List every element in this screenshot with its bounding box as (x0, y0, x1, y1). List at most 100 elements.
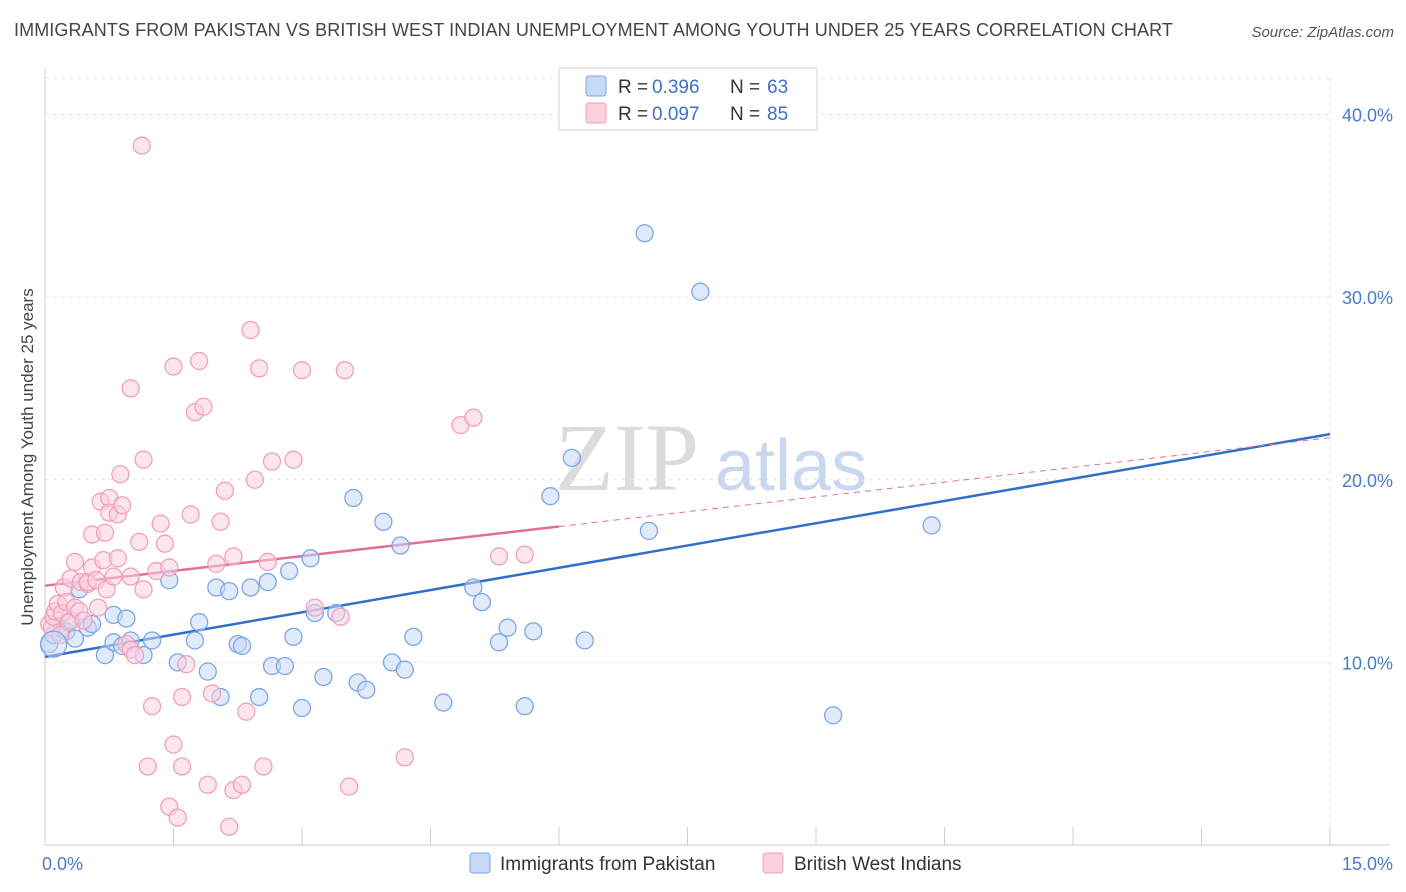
point-1-83 (489, 547, 509, 566)
watermark-atlas: atlas (715, 426, 867, 506)
point-0-43 (374, 512, 393, 531)
point-1-50 (168, 808, 187, 827)
point-1-49 (164, 735, 183, 754)
watermark: ZIP atlas (555, 404, 867, 511)
point-0-22 (198, 662, 217, 681)
point-cluster-pakistan (39, 630, 68, 658)
axes (44, 68, 1390, 846)
point-0-33 (279, 561, 299, 581)
point-0-51 (489, 633, 509, 652)
point-outlier (132, 136, 151, 155)
y-tick-label-0: 10.0% (1342, 653, 1393, 673)
point-0-38 (314, 667, 333, 687)
point-1-68 (241, 320, 260, 340)
point-0-57 (575, 631, 594, 650)
point-1-53 (177, 655, 196, 674)
trend-line-dashed-1 (558, 437, 1331, 528)
point-1-54 (181, 505, 200, 524)
point-1-76 (305, 598, 325, 617)
point-1-56 (190, 351, 209, 371)
point-0-35 (292, 698, 312, 718)
point-1-42 (142, 697, 162, 716)
point-1-51 (172, 757, 192, 776)
point-0-60 (691, 282, 710, 301)
point-0-30 (258, 572, 277, 592)
x-tick-label-0: 0.0% (42, 854, 83, 874)
point-1-73 (262, 452, 282, 471)
legend-r-value-pakistan: 0.396 (652, 77, 700, 98)
point-0-40 (344, 488, 363, 508)
point-0-49 (464, 578, 483, 597)
y-tick-label-2: 30.0% (1342, 288, 1393, 308)
point-0-14 (117, 609, 136, 628)
point-1-15 (74, 611, 93, 630)
tick-labels: 10.0% 20.0% 30.0% 40.0% 0.0% 15.0% (42, 106, 1393, 874)
point-0-59 (639, 521, 659, 541)
point-1-41 (138, 757, 157, 776)
point-1-62 (215, 481, 235, 500)
bottom-legend-swatch-pakistan (469, 852, 491, 874)
point-1-63 (220, 817, 239, 836)
legend-r-value-bwi: 0.097 (652, 104, 700, 125)
point-0-29 (250, 687, 269, 707)
point-1-39 (134, 450, 153, 469)
point-1-75 (292, 361, 312, 380)
point-1-82 (464, 408, 483, 427)
point-1-80 (395, 748, 414, 767)
legend-n-label-pakistan: N = (730, 77, 760, 98)
bottom-legend-label-pakistan: Immigrants from Pakistan (500, 854, 715, 875)
x-tick-label-1: 15.0% (1342, 854, 1393, 874)
point-1-79 (339, 777, 359, 796)
point-1-34 (121, 567, 140, 586)
legend: R = 0.396 N = 63 R = 0.097 N = 85 (558, 67, 818, 131)
point-0-20 (185, 631, 205, 650)
point-1-65 (224, 547, 243, 566)
point-1-58 (198, 775, 217, 794)
y-tick-label-1: 20.0% (1342, 471, 1393, 491)
point-1-29 (108, 549, 127, 568)
point-0-53 (515, 697, 534, 716)
point-1-48 (164, 357, 183, 376)
source-credit: Source: ZipAtlas.com (1251, 24, 1394, 41)
point-1-44 (151, 514, 170, 533)
point-1-78 (335, 361, 354, 380)
point-1-45 (155, 534, 175, 553)
point-1-60 (207, 554, 226, 573)
point-1-21 (88, 598, 108, 617)
point-0-58 (635, 224, 654, 243)
bottom-legend: Immigrants from Pakistan British West In… (469, 852, 962, 875)
point-0-36 (301, 549, 320, 568)
point-1-12 (65, 552, 85, 572)
point-1-77 (331, 607, 350, 626)
point-1-38 (130, 532, 149, 552)
point-0-42 (357, 680, 376, 699)
point-0-61 (823, 706, 843, 725)
point-1-36 (121, 379, 140, 398)
point-1-52 (172, 687, 192, 707)
point-1-66 (232, 775, 252, 794)
point-1-31 (111, 465, 130, 484)
point-0-56 (562, 448, 581, 467)
point-0-54 (524, 622, 543, 641)
point-0-17 (142, 631, 162, 650)
point-0-10 (95, 645, 115, 665)
point-0-21 (190, 613, 209, 632)
bottom-legend-swatch-bwi (762, 852, 784, 874)
y-axis-label: Unemployment Among Youth under 25 years (18, 288, 37, 625)
point-1-40 (134, 580, 153, 599)
point-0-50 (472, 592, 492, 612)
point-0-45 (391, 536, 410, 555)
point-0-62 (922, 516, 941, 535)
point-1-72 (258, 552, 277, 572)
y-tick-label-3: 40.0% (1342, 106, 1393, 126)
point-1-24 (95, 523, 115, 542)
point-0-34 (284, 627, 303, 646)
legend-swatch-bwi (585, 102, 607, 124)
legend-n-value-bwi: 85 (767, 104, 788, 125)
legend-n-label-bwi: N = (730, 104, 760, 125)
point-1-70 (250, 359, 269, 378)
bottom-legend-label-bwi: British West Indians (794, 854, 962, 875)
trend-line-0 (44, 432, 1331, 659)
point-1-46 (160, 558, 179, 577)
point-0-47 (404, 627, 423, 646)
